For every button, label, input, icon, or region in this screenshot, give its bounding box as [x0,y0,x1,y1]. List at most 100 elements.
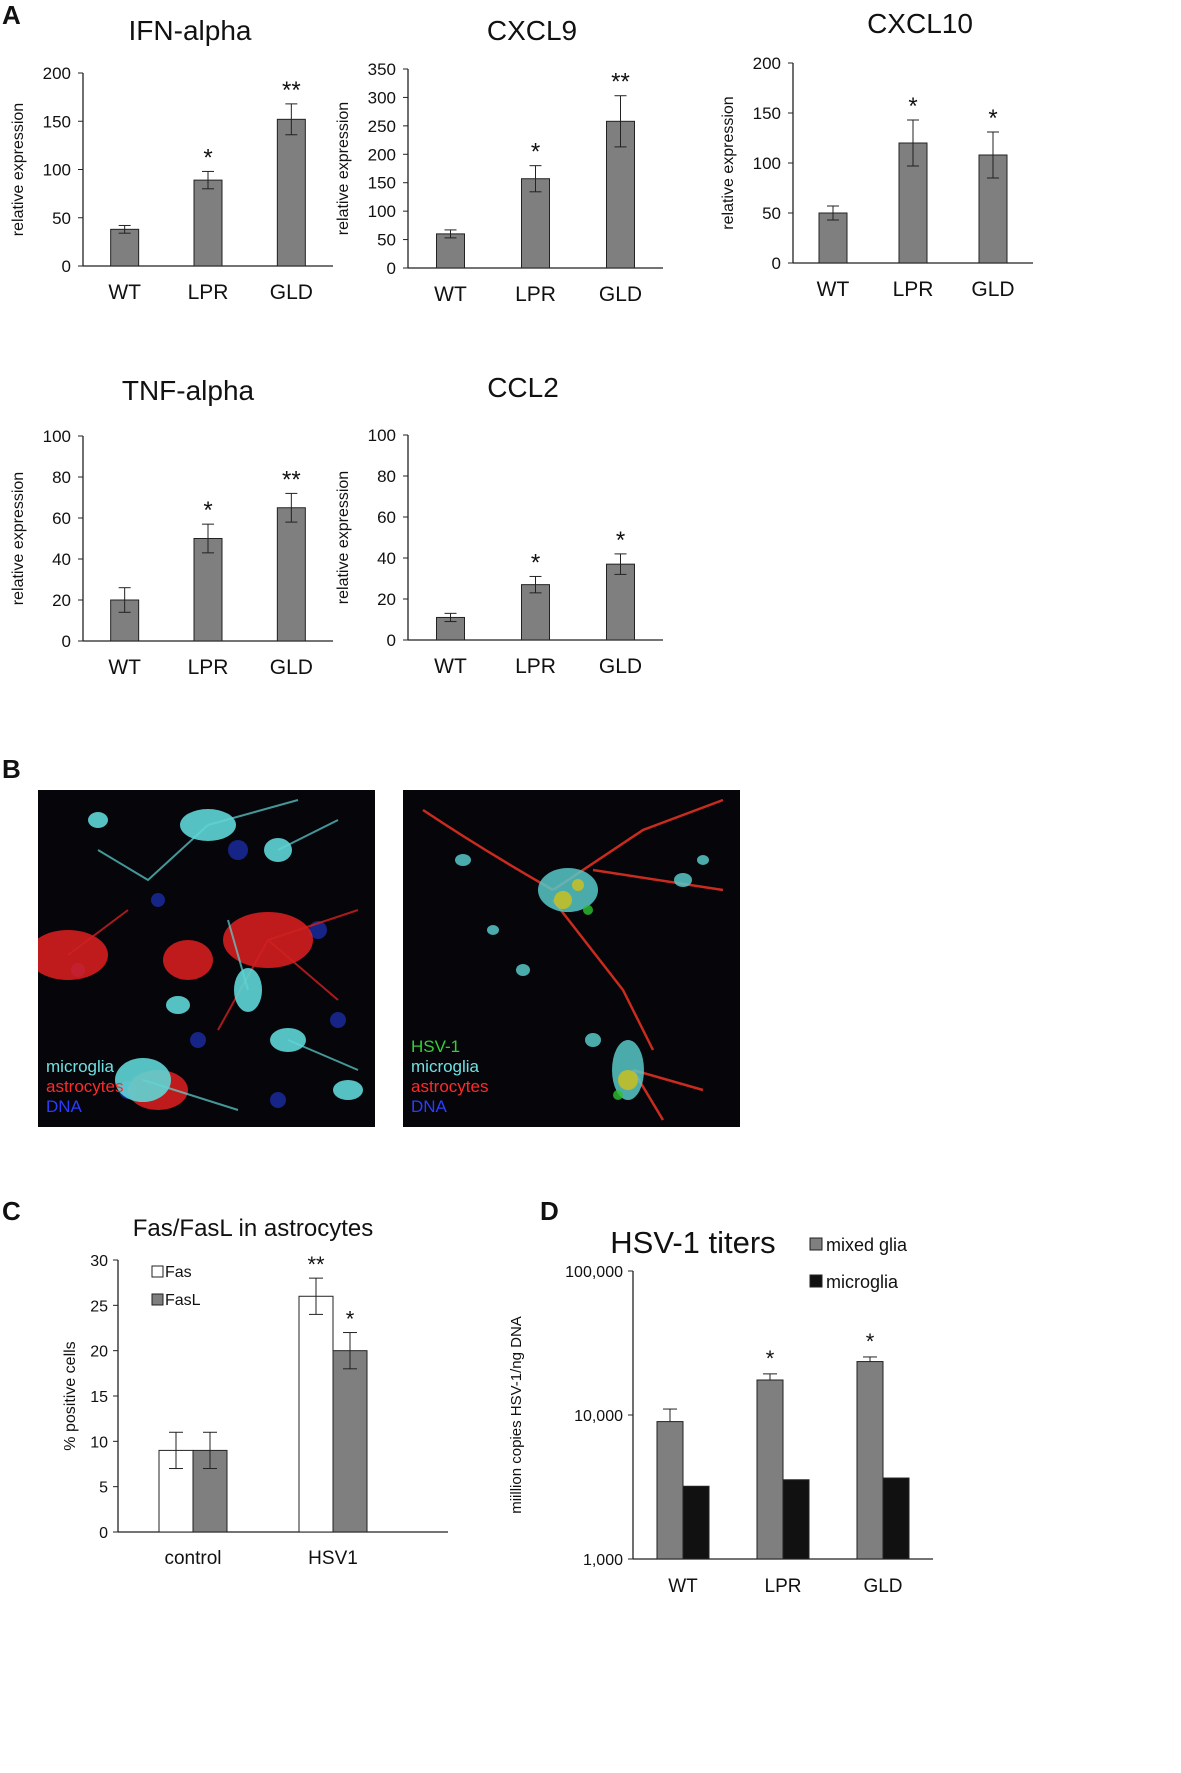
y-tick-label: 0 [772,254,781,273]
y-tick-label: 100 [43,161,71,180]
label-microglia: microglia [46,1057,115,1076]
y-tick-label: 150 [43,112,71,131]
bar-wt [818,212,848,264]
y-tick-label: 40 [52,550,71,569]
micrograph-infected-image [403,790,740,1127]
bar-lpr [193,538,223,642]
x-tick-label: WT [108,281,141,304]
x-tick-label: WT [668,1576,698,1597]
y-tick-label: 60 [52,509,71,528]
bar-mixed-glia-gld [856,1361,884,1560]
chart-ccl2: CCL2 relative expression 0 20 40 60 80 100 WT * LP… [335,372,663,678]
y-tick-label: 150 [368,174,396,193]
y-tick-label: 30 [90,1253,108,1270]
y-tick-label: 100 [368,202,396,221]
y-tick-label: 350 [368,60,396,79]
y-tick-label: 100 [753,154,781,173]
y-tick-label: 100,000 [565,1264,623,1281]
chart-hsv1-titers: HSV-1 titers miillion copies HSV-1/ng DNA… [508,1225,933,1597]
legend-swatch-fas [151,1265,164,1278]
chart-title: TNF-alpha [122,375,255,406]
significance-marker: * [766,1346,775,1371]
y-tick-label: 0 [387,259,396,278]
y-tick-label: 60 [377,508,396,527]
y-tick-label: 80 [52,468,71,487]
y-tick-label: 80 [377,467,396,486]
x-tick-label: LPR [765,1576,802,1597]
y-tick-label: 250 [368,117,396,136]
bar-fasl-hsv1 [332,1350,368,1533]
y-axis-label: % positive cells [62,1341,79,1450]
significance-marker: * [616,527,625,554]
legend-label-microglia: microglia [826,1272,899,1292]
y-tick-label: 20 [377,590,396,609]
chart-title: CCL2 [487,372,559,403]
y-tick-label: 25 [90,1298,108,1315]
chart-ifn-alpha: IFN-alpha relative expression 0 50 100 150 200… [10,15,333,304]
y-axis-label: relative expression [335,102,352,235]
y-tick-label: 50 [52,209,71,228]
x-tick-label: LPR [515,655,556,678]
bar-microglia-wt [682,1485,710,1560]
x-tick-label: GLD [599,655,642,678]
x-tick-label: WT [108,656,141,679]
legend-swatch-microglia [809,1274,823,1288]
bar-wt [110,228,140,267]
x-tick-label: LPR [893,278,934,301]
chart-tnf-alpha: TNF-alpha relative expression 0 20 40 60 80 100… [10,375,333,679]
chart-cxcl10: CXCL10 relative expression 0 50 100 150 200 WT *… [720,8,1033,301]
bar-gld [276,507,306,642]
y-tick-label: 0 [99,1525,108,1542]
x-tick-label: LPR [515,283,556,306]
panel-label-d: D [540,1196,559,1226]
y-tick-label: 100 [368,426,396,445]
chart-cxcl9: CXCL9 relative expression 0 50 100 150 200 250 3… [335,15,663,306]
x-tick-label: LPR [188,281,229,304]
micrograph-uninfected: microglia astrocytes DNA [38,790,375,1127]
y-tick-label: 0 [62,257,71,276]
y-tick-label: 15 [90,1389,108,1406]
y-axis-label: relative expression [10,472,27,605]
label-astrocytes: astrocytes [411,1077,489,1096]
significance-marker: * [203,144,212,171]
y-axis-label: relative expression [335,471,352,604]
x-tick-label: GLD [270,656,313,679]
bar-gld [276,118,306,267]
y-tick-label: 100 [43,427,71,446]
y-tick-label: 40 [377,549,396,568]
chart-title: Fas/FasL in astrocytes [133,1215,374,1242]
label-hsv1: HSV-1 [411,1037,461,1056]
y-tick-label: 10 [90,1434,108,1451]
significance-marker: ** [611,69,630,96]
x-tick-label: GLD [863,1576,902,1597]
x-tick-label: control [164,1548,221,1569]
x-tick-label: GLD [270,281,313,304]
significance-marker: ** [282,77,301,104]
y-tick-label: 200 [753,54,781,73]
bar-microglia-gld [882,1477,910,1560]
y-tick-label: 10,000 [574,1408,623,1425]
bar-mixed-glia-lpr [756,1379,784,1560]
y-tick-label: 20 [90,1344,108,1361]
bar-lpr [193,179,223,267]
x-tick-label: GLD [599,283,642,306]
bar-lpr [521,584,550,641]
y-tick-label: 1,000 [583,1552,623,1569]
y-tick-label: 200 [368,145,396,164]
panel-label-c: C [2,1196,21,1226]
y-tick-label: 0 [62,632,71,651]
y-tick-label: 5 [99,1480,108,1497]
significance-marker: ** [282,466,301,493]
significance-marker: * [203,497,212,524]
y-tick-label: 300 [368,88,396,107]
x-tick-label: WT [434,655,467,678]
x-tick-label: WT [434,283,467,306]
significance-marker: * [531,139,540,166]
chart-title: CXCL10 [867,8,973,39]
x-tick-label: LPR [188,656,229,679]
label-dna: DNA [46,1097,82,1116]
x-tick-label: HSV1 [308,1548,358,1569]
legend-label-mixed-glia: mixed glia [826,1235,908,1255]
y-tick-label: 50 [377,231,396,250]
chart-fas-fasl: Fas/FasL in astrocytes % positive cells 0 5… [62,1215,448,1569]
